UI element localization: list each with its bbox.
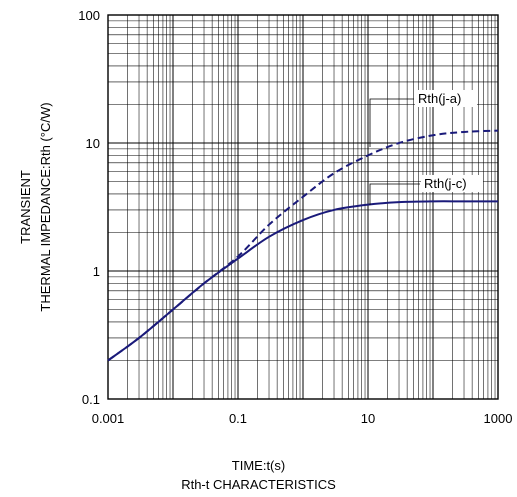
series-label-rth-j-c-: Rth(j-c) [424,176,467,191]
x-tick-label: 1000 [484,411,513,426]
x-tick-label: 0.1 [229,411,247,426]
y-axis-title-line-2: THERMAL IMPEDANCE:Rth (°C/W) [38,102,53,311]
y-tick-label: 0.1 [82,392,100,407]
y-tick-label: 100 [78,8,100,23]
plot-frame [107,14,499,400]
series-label-bg [421,175,483,192]
y-axis-title-line-1: TRANSIENT [18,170,33,244]
series-labels: Rth(j-a) Rth(j-c) [415,90,483,192]
x-tick-label: 10 [361,411,375,426]
leader-layer [369,98,420,205]
y-tick-label: 10 [86,136,100,151]
series-line-rth-j-c- [107,200,498,362]
chart-title: Rth-t CHARACTERISTICS [181,477,336,492]
y-axis-title: TRANSIENT THERMAL IMPEDANCE:Rth (°C/W) [18,102,53,311]
y-tick-label: 1 [93,264,100,279]
x-axis-title: TIME:t(s) [231,458,286,473]
x-tick-label: 0.001 [92,411,125,426]
series-label-bg [415,90,477,107]
leader-line-rth-j-a- [369,98,414,147]
leader-line-rth-j-c- [369,183,420,205]
tick-labels: 0.001 0.1 10 1000 0.1 1 10 100 [78,8,512,426]
series-label-rth-j-a-: Rth(j-a) [418,91,461,106]
grid-major [108,15,498,399]
series-layer [107,129,499,362]
